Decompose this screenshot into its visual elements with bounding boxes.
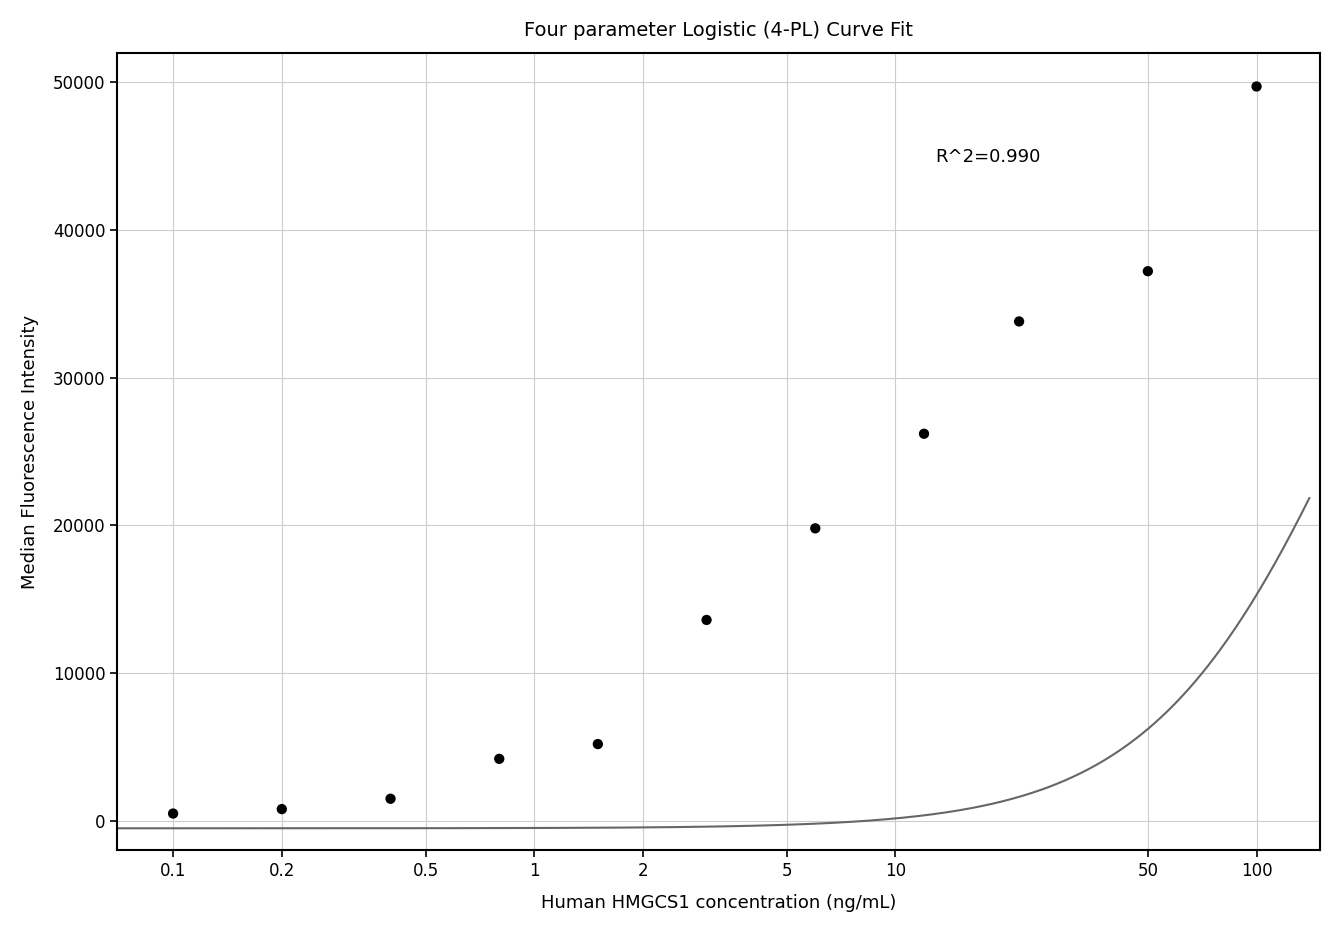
Point: [1246, 79, 1267, 94]
Y-axis label: Median Fluorescence Intensity: Median Fluorescence Intensity: [21, 314, 39, 589]
X-axis label: Human HMGCS1 concentration (ng/mL): Human HMGCS1 concentration (ng/mL): [540, 894, 896, 912]
Title: Four parameter Logistic (4-PL) Curve Fit: Four parameter Logistic (4-PL) Curve Fit: [524, 21, 913, 40]
Text: R^2=0.990: R^2=0.990: [935, 148, 1041, 166]
Point: [1137, 264, 1159, 279]
Point: [488, 751, 510, 766]
Point: [913, 426, 935, 441]
Point: [271, 801, 292, 816]
Point: [587, 737, 609, 752]
Point: [805, 521, 826, 536]
Point: [380, 791, 401, 806]
Point: [696, 612, 717, 627]
Point: [162, 806, 184, 821]
Point: [1008, 314, 1030, 329]
